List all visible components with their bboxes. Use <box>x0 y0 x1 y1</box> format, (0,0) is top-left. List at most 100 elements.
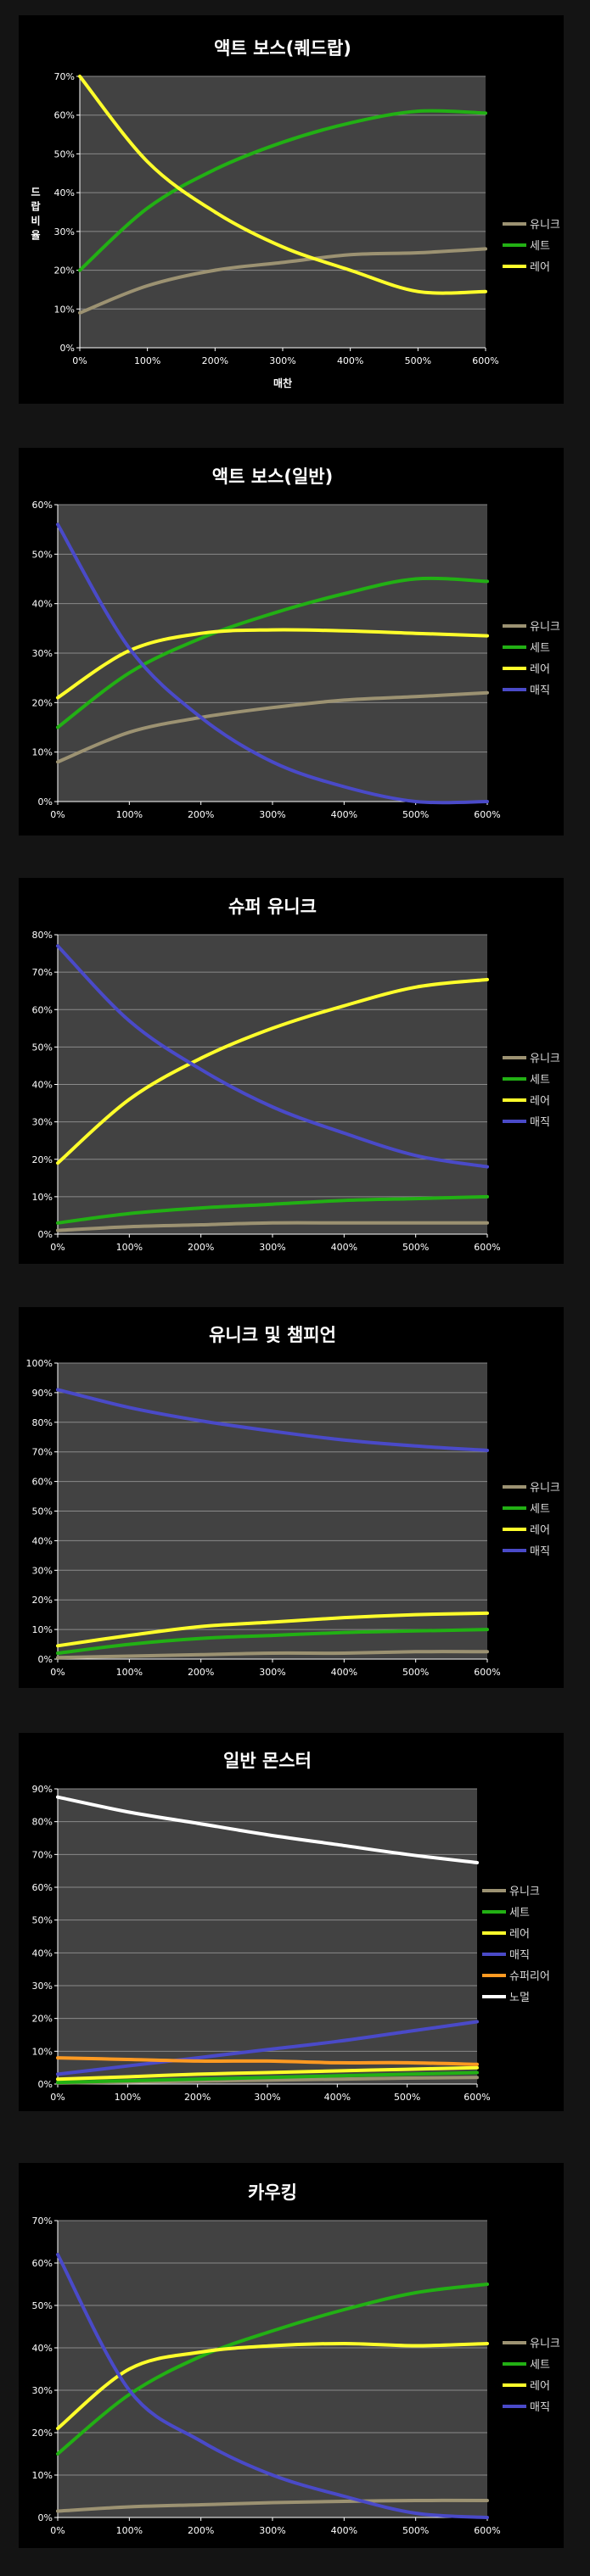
chart-title: 유니크 및 챔피언 <box>209 1325 336 1345</box>
x-tick-label: 600% <box>474 1667 500 1678</box>
legend-label: 유니크 <box>530 621 560 634</box>
x-tick-label: 600% <box>474 2525 500 2536</box>
x-tick-label: 300% <box>259 1242 285 1253</box>
legend-label: 레어 <box>530 261 550 274</box>
x-tick-label: 0% <box>72 355 87 366</box>
y-tick-label: 90% <box>32 1784 53 1795</box>
x-tick-label: 100% <box>115 2092 141 2103</box>
chart-title: 카우킹 <box>248 2182 297 2203</box>
x-tick-label: 600% <box>464 2092 490 2103</box>
y-tick-label: 10% <box>54 304 75 315</box>
y-tick-label: 10% <box>32 747 53 758</box>
x-tick-label: 500% <box>405 355 431 366</box>
legend-label: 레어 <box>530 1095 550 1108</box>
series-line <box>56 1611 489 1648</box>
series-line <box>78 247 487 315</box>
y-tick-label: 80% <box>32 1817 53 1828</box>
legend-label: 슈퍼리어 <box>509 1970 550 1983</box>
x-tick-label: 300% <box>259 2525 285 2536</box>
x-tick-label: 300% <box>259 809 285 820</box>
x-tick-label: 100% <box>116 1242 143 1253</box>
series-line <box>56 944 489 1169</box>
x-tick-label: 500% <box>394 2092 420 2103</box>
y-tick-label: 0% <box>38 1229 53 1240</box>
series-line <box>56 576 489 729</box>
x-tick-label: 600% <box>474 809 500 820</box>
y-tick-label: 70% <box>32 1447 53 1458</box>
y-tick-label: 50% <box>32 2300 53 2311</box>
series-line <box>56 2020 479 2076</box>
y-axis-label: 드 <box>31 187 40 198</box>
chart-svg: 액트 보스(일반) 0% 10% 20% 30% 40% 50% 60% 0% 100% 200% 3… <box>32 467 560 820</box>
series-line <box>56 690 489 764</box>
x-tick-label: 0% <box>50 1667 65 1678</box>
chart-panel: 액트 보스(퀘드랍) 0% 10% 20% 30% 40% 50% 60% 70% 0% 100% 2… <box>19 15 564 404</box>
y-tick-label: 20% <box>54 265 75 277</box>
chart-svg: 슈퍼 유니크 0% 10% 20% 30% 40% 50% 60% 70% 80% 0% 100% 20… <box>32 897 560 1253</box>
chart-panel: 액트 보스(일반) 0% 10% 20% 30% 40% 50% 60% 0% 100% 200% 3… <box>19 448 564 835</box>
x-tick-label: 100% <box>116 1667 143 1678</box>
y-tick-label: 40% <box>54 187 75 198</box>
series-line <box>56 2498 489 2513</box>
y-tick-label: 90% <box>32 1388 53 1399</box>
y-tick-label: 0% <box>60 343 75 354</box>
series-line <box>78 109 487 272</box>
series-line <box>56 2283 489 2456</box>
series-line <box>56 1388 489 1452</box>
y-tick-label: 40% <box>32 2343 53 2354</box>
y-tick-label: 30% <box>54 226 75 237</box>
y-tick-label: 60% <box>32 2258 53 2269</box>
y-tick-label: 40% <box>32 1947 53 1959</box>
series-line <box>78 75 487 295</box>
y-tick-label: 80% <box>32 930 53 941</box>
chart-panel: 유니크 및 챔피언 0% 10% 20% 30% 40% 50% 60% 70% 80% 90% 10… <box>19 1307 564 1688</box>
y-tick-label: 0% <box>38 1654 53 1665</box>
series-line <box>56 1194 489 1225</box>
y-tick-label: 0% <box>38 2079 53 2090</box>
x-tick-label: 400% <box>331 809 357 820</box>
y-tick-label: 70% <box>32 2216 53 2227</box>
plot-area <box>58 2221 487 2517</box>
series-line <box>56 1628 489 1655</box>
y-axis-label: 율 <box>31 230 40 242</box>
chart-svg: 액트 보스(퀘드랍) 0% 10% 20% 30% 40% 50% 60% 70% 0% 100% 2… <box>31 38 560 389</box>
y-tick-label: 50% <box>32 1915 53 1926</box>
legend-label: 매직 <box>530 2401 550 2414</box>
chart-title: 액트 보스(퀘드랍) <box>214 38 351 59</box>
plot-area <box>80 76 486 348</box>
legend-label: 매직 <box>530 1545 550 1558</box>
y-tick-label: 30% <box>32 2385 53 2396</box>
y-tick-label: 40% <box>32 1535 53 1546</box>
y-tick-label: 60% <box>54 110 75 121</box>
legend-label: 매직 <box>530 685 550 697</box>
legend-label: 레어 <box>530 1524 550 1537</box>
chart-panel: 카우킹 0% 10% 20% 30% 40% 50% 60% 70% 0% 100% 200% 300%… <box>19 2163 564 2548</box>
x-tick-label: 300% <box>269 355 295 366</box>
legend-label: 매직 <box>530 1116 550 1129</box>
legend-label: 유니크 <box>530 2338 560 2350</box>
x-tick-label: 300% <box>259 1667 285 1678</box>
x-tick-label: 500% <box>402 809 429 820</box>
legend-label: 세트 <box>530 1074 550 1087</box>
y-tick-label: 10% <box>32 2470 53 2481</box>
y-tick-label: 20% <box>32 1595 53 1606</box>
x-tick-label: 100% <box>134 355 160 366</box>
x-tick-label: 600% <box>472 355 498 366</box>
legend-label: 유니크 <box>530 219 560 232</box>
x-tick-label: 400% <box>331 2525 357 2536</box>
y-tick-label: 50% <box>32 1042 53 1053</box>
y-tick-label: 10% <box>32 2046 53 2057</box>
chart-svg: 카우킹 0% 10% 20% 30% 40% 50% 60% 70% 0% 100% 200% 300%… <box>32 2182 560 2536</box>
x-tick-label: 0% <box>50 1242 65 1253</box>
x-tick-label: 200% <box>188 2525 214 2536</box>
x-tick-label: 500% <box>402 2525 429 2536</box>
y-axis-label: 비 <box>31 215 40 227</box>
x-tick-label: 0% <box>50 2092 65 2103</box>
x-tick-label: 200% <box>188 1667 214 1678</box>
legend-label: 유니크 <box>530 1482 560 1495</box>
y-tick-label: 50% <box>54 148 75 159</box>
y-tick-label: 60% <box>32 1477 53 1488</box>
x-tick-label: 100% <box>116 809 143 820</box>
x-tick-label: 200% <box>188 1242 214 1253</box>
